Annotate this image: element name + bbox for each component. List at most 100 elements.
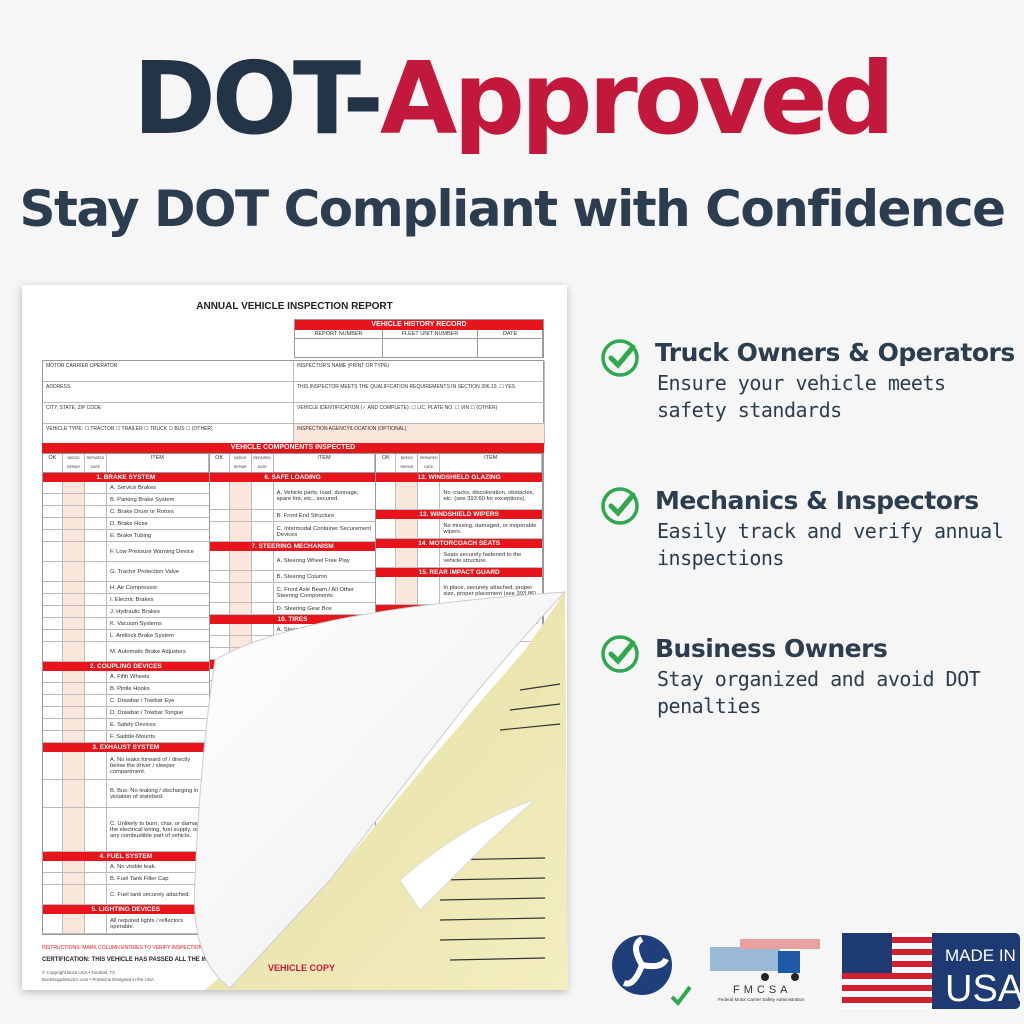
checkbox-cell[interactable] (43, 707, 63, 718)
checkbox-cell[interactable] (252, 482, 274, 509)
form-field[interactable]: INSPECTOR'S NAME (PRINT OR TYPE) (294, 361, 545, 382)
checkbox-cell[interactable] (229, 482, 252, 509)
checkbox-cell[interactable] (63, 494, 85, 505)
checkbox-cell[interactable] (63, 482, 85, 493)
checkbox-cell[interactable] (229, 624, 252, 635)
checkbox-cell[interactable] (43, 542, 63, 561)
checkbox-cell[interactable] (418, 548, 441, 567)
checkbox-cell[interactable] (63, 530, 85, 541)
checkbox-cell[interactable] (210, 583, 230, 602)
checkbox-cell[interactable] (63, 606, 85, 617)
checkbox-cell[interactable] (63, 719, 85, 730)
checkbox-cell[interactable] (43, 630, 63, 641)
checkbox-cell[interactable] (63, 885, 85, 904)
checkbox-cell[interactable] (252, 603, 274, 614)
checkbox-cell[interactable] (396, 577, 419, 604)
checkbox-cell[interactable] (63, 542, 85, 561)
checkbox-cell[interactable] (63, 618, 85, 629)
checkbox-cell[interactable] (252, 624, 274, 635)
checkbox-cell[interactable] (43, 562, 63, 581)
checkbox-cell[interactable] (43, 808, 63, 851)
checkbox-cell[interactable] (85, 861, 107, 872)
checkbox-cell[interactable] (43, 861, 63, 872)
form-field[interactable]: ADDRESS (43, 382, 294, 403)
checkbox-cell[interactable] (43, 671, 63, 682)
form-field[interactable]: CITY, STATE, ZIP CODE (43, 403, 294, 424)
checkbox-cell[interactable] (63, 752, 85, 779)
checkbox-cell[interactable] (85, 780, 107, 807)
checkbox-cell[interactable] (396, 519, 419, 538)
checkbox-cell[interactable] (210, 510, 230, 521)
checkbox-cell[interactable] (63, 695, 85, 706)
checkbox-cell[interactable] (43, 719, 63, 730)
checkbox-cell[interactable] (85, 630, 107, 641)
checkbox-cell[interactable] (229, 583, 252, 602)
checkbox-cell[interactable] (63, 914, 85, 933)
checkbox-cell[interactable] (43, 518, 63, 529)
checkbox-cell[interactable] (85, 731, 107, 742)
checkbox-cell[interactable] (43, 873, 63, 884)
checkbox-cell[interactable] (43, 582, 63, 593)
checkbox-cell[interactable] (85, 752, 107, 779)
checkbox-cell[interactable] (63, 707, 85, 718)
checkbox-cell[interactable] (63, 594, 85, 605)
checkbox-cell[interactable] (85, 506, 107, 517)
checkbox-cell[interactable] (85, 530, 107, 541)
checkbox-cell[interactable] (85, 683, 107, 694)
checkbox-cell[interactable] (418, 577, 441, 604)
checkbox-cell[interactable] (63, 861, 85, 872)
checkbox-cell[interactable] (43, 752, 63, 779)
checkbox-cell[interactable] (43, 642, 63, 661)
checkbox-cell[interactable] (63, 506, 85, 517)
checkbox-cell[interactable] (229, 510, 252, 521)
checkbox-cell[interactable] (396, 548, 419, 567)
checkbox-cell[interactable] (252, 522, 274, 541)
checkbox-cell[interactable] (229, 603, 252, 614)
checkbox-cell[interactable] (43, 695, 63, 706)
checkbox-cell[interactable] (63, 780, 85, 807)
checkbox-cell[interactable] (376, 548, 397, 567)
checkbox-cell[interactable] (63, 582, 85, 593)
checkbox-cell[interactable] (43, 618, 63, 629)
checkbox-cell[interactable] (43, 506, 63, 517)
checkbox-cell[interactable] (418, 482, 441, 509)
checkbox-cell[interactable] (63, 731, 85, 742)
checkbox-cell[interactable] (63, 671, 85, 682)
checkbox-cell[interactable] (210, 522, 230, 541)
checkbox-cell[interactable] (210, 603, 230, 614)
checkbox-cell[interactable] (229, 522, 252, 541)
checkbox-cell[interactable] (43, 780, 63, 807)
checkbox-cell[interactable] (376, 577, 397, 604)
checkbox-cell[interactable] (43, 606, 63, 617)
checkbox-cell[interactable] (85, 914, 107, 933)
checkbox-cell[interactable] (85, 542, 107, 561)
checkbox-cell[interactable] (63, 873, 85, 884)
checkbox-cell[interactable] (85, 885, 107, 904)
checkbox-cell[interactable] (85, 707, 107, 718)
checkbox-cell[interactable] (252, 551, 274, 570)
checkbox-cell[interactable] (85, 494, 107, 505)
checkbox-cell[interactable] (210, 624, 230, 635)
checkbox-cell[interactable] (63, 518, 85, 529)
checkbox-cell[interactable] (252, 510, 274, 521)
checkbox-cell[interactable] (252, 571, 274, 582)
checkbox-cell[interactable] (85, 618, 107, 629)
checkbox-cell[interactable] (85, 671, 107, 682)
checkbox-cell[interactable] (85, 594, 107, 605)
checkbox-cell[interactable] (210, 482, 230, 509)
checkbox-cell[interactable] (210, 636, 230, 647)
checkbox-cell[interactable] (43, 885, 63, 904)
form-field[interactable]: VEHICLE IDENTIFICATION (✓ AND COMPLETE):… (294, 403, 545, 424)
checkbox-cell[interactable] (85, 808, 107, 851)
checkbox-cell[interactable] (43, 594, 63, 605)
checkbox-cell[interactable] (85, 562, 107, 581)
checkbox-cell[interactable] (85, 582, 107, 593)
checkbox-cell[interactable] (229, 636, 252, 647)
checkbox-cell[interactable] (210, 551, 230, 570)
checkbox-cell[interactable] (376, 519, 397, 538)
checkbox-cell[interactable] (376, 482, 397, 509)
checkbox-cell[interactable] (252, 583, 274, 602)
checkbox-cell[interactable] (229, 571, 252, 582)
checkbox-cell[interactable] (85, 695, 107, 706)
checkbox-cell[interactable] (85, 518, 107, 529)
